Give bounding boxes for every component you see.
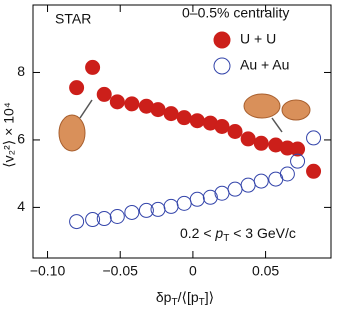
legend-label: U + U xyxy=(240,31,276,47)
data-point xyxy=(202,189,218,205)
x-tick-label: 0 xyxy=(189,263,197,279)
data-point xyxy=(124,204,140,220)
data-point xyxy=(240,177,256,193)
data-point xyxy=(85,212,101,228)
x-tick-label: −0.05 xyxy=(103,263,139,279)
data-point xyxy=(124,96,140,112)
data-point xyxy=(189,113,205,129)
data-point xyxy=(214,185,230,201)
data-point xyxy=(214,118,230,134)
legend-marker xyxy=(213,31,231,49)
data-point xyxy=(290,153,306,169)
experiment-label: STAR xyxy=(55,11,91,27)
data-point xyxy=(69,214,85,230)
data-point xyxy=(176,195,192,211)
x-tick-label: −0.10 xyxy=(30,263,66,279)
data-point xyxy=(109,94,125,110)
y-tick-label: 6 xyxy=(17,131,25,147)
data-point xyxy=(69,80,85,96)
legend-label: Au + Au xyxy=(240,57,289,73)
data-point xyxy=(189,191,205,207)
data-point xyxy=(96,211,112,227)
nucleus-decoration xyxy=(58,93,311,152)
y-tick-label: 4 xyxy=(17,198,25,214)
data-point xyxy=(253,135,269,151)
data-point xyxy=(306,163,322,179)
centrality-label: 0–0.5% centrality xyxy=(182,5,289,21)
data-point xyxy=(227,124,243,139)
data-point xyxy=(279,166,295,182)
x-tick-label: 0.05 xyxy=(252,263,279,279)
annotation: 0.2 < pT < 3 GeV/c xyxy=(180,225,296,244)
data-point xyxy=(138,202,154,218)
plot-frame xyxy=(32,4,332,259)
data-point xyxy=(96,86,112,102)
data-point xyxy=(150,102,166,118)
data-point xyxy=(109,209,125,225)
y-tick-label: 8 xyxy=(17,63,25,79)
data-point xyxy=(240,131,256,147)
x-axis-label: δpT/⟨[pT]⟩ xyxy=(156,289,214,308)
y-axis-label: ⟨v₂²⟩ × 10⁴ xyxy=(1,102,17,168)
data-point xyxy=(163,198,179,214)
data-point xyxy=(85,59,101,75)
data-point xyxy=(163,106,179,122)
data-point xyxy=(253,173,269,189)
data-point xyxy=(176,110,192,126)
data-point xyxy=(227,181,243,197)
legend-marker xyxy=(213,57,231,75)
data-point xyxy=(290,141,306,157)
data-point xyxy=(306,130,322,146)
